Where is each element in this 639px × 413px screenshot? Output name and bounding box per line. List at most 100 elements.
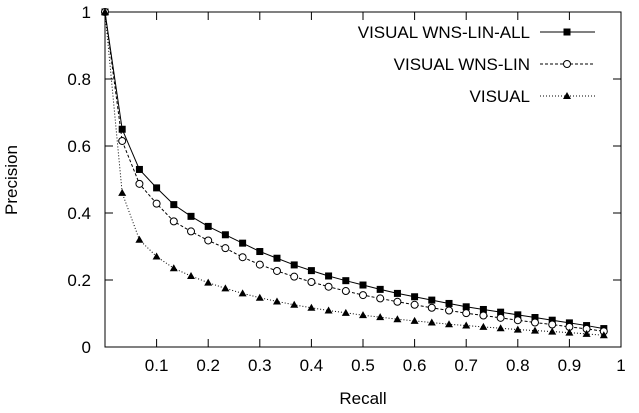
x-tick-label: 0.5 <box>351 356 375 375</box>
legend-marker <box>563 28 571 36</box>
data-point <box>445 299 453 307</box>
y-tick-label: 0.6 <box>67 137 91 156</box>
data-point <box>324 306 333 314</box>
legend-label: VISUAL <box>470 87 530 106</box>
data-point <box>239 239 247 247</box>
legend: VISUAL WNS-LIN-ALL VISUAL WNS-LIN VISUAL <box>358 23 595 106</box>
series-0 <box>101 8 608 333</box>
x-tick-label: 1 <box>616 356 625 375</box>
data-point <box>565 328 574 336</box>
y-tick-label: 0.8 <box>67 70 91 89</box>
data-point <box>204 222 212 230</box>
data-point <box>462 303 470 311</box>
data-point <box>255 293 264 301</box>
y-tick-label: 0.4 <box>67 204 91 223</box>
data-point <box>118 188 127 196</box>
legend-item: VISUAL WNS-LIN-ALL <box>358 23 595 42</box>
data-point <box>479 322 488 330</box>
data-point <box>513 325 522 333</box>
x-tick-label: 0.2 <box>196 356 220 375</box>
data-point <box>411 293 419 301</box>
data-point <box>187 212 195 220</box>
x-tick-label: 0.7 <box>454 356 478 375</box>
data-point <box>393 315 402 323</box>
data-point <box>359 281 367 289</box>
data-point <box>169 217 178 226</box>
data-point <box>118 125 126 133</box>
legend-item: VISUAL WNS-LIN <box>394 55 595 74</box>
data-point <box>135 165 143 173</box>
data-point <box>428 296 436 304</box>
y-tick-label: 0 <box>82 338 91 357</box>
series-1 <box>101 8 608 336</box>
data-point <box>410 316 419 324</box>
data-point <box>307 303 316 311</box>
x-tick-label: 0.6 <box>403 356 427 375</box>
data-point <box>255 260 264 269</box>
data-point <box>548 320 557 329</box>
data-point <box>290 272 299 281</box>
series-line <box>104 11 604 336</box>
data-point <box>153 184 161 192</box>
data-point <box>152 199 161 208</box>
data-point <box>187 271 196 279</box>
y-tick-label: 1 <box>82 3 91 22</box>
data-point <box>531 314 539 322</box>
series-2 <box>101 8 608 339</box>
data-point <box>152 252 161 260</box>
data-point <box>530 318 539 327</box>
data-point <box>273 254 281 262</box>
x-axis-title: Recall <box>339 389 386 408</box>
x-tick-label: 0.1 <box>145 356 169 375</box>
x-tick-label: 0.3 <box>248 356 272 375</box>
data-point <box>530 326 539 334</box>
data-point <box>135 235 144 243</box>
data-point <box>359 311 367 319</box>
y-tick-label: 0.2 <box>67 271 91 290</box>
data-point <box>324 282 333 291</box>
x-tick-label: 0.8 <box>506 356 530 375</box>
data-point <box>221 244 230 253</box>
data-point <box>101 8 109 15</box>
data-point <box>496 324 505 332</box>
data-point <box>135 179 144 188</box>
data-point <box>514 311 522 319</box>
data-point <box>410 300 419 309</box>
data-point <box>187 227 196 236</box>
data-point <box>479 311 488 320</box>
data-point <box>169 264 178 272</box>
data-point <box>496 313 505 322</box>
legend-marker <box>563 60 571 68</box>
data-point <box>118 136 127 145</box>
data-point <box>204 236 213 245</box>
data-point <box>376 294 385 303</box>
data-point <box>238 253 247 262</box>
data-point <box>445 320 454 328</box>
data-point <box>290 261 298 269</box>
legend-marker <box>563 92 571 99</box>
data-point <box>256 248 264 256</box>
data-point <box>513 316 522 325</box>
data-point <box>341 287 350 296</box>
data-point <box>599 331 608 339</box>
data-point <box>479 305 487 313</box>
data-point <box>341 308 350 316</box>
data-point <box>272 297 281 305</box>
data-point <box>238 289 247 297</box>
legend-label: VISUAL WNS-LIN <box>394 55 530 74</box>
x-tick-label: 0.4 <box>300 356 324 375</box>
data-point <box>548 327 557 335</box>
legend-label: VISUAL WNS-LIN-ALL <box>358 23 530 42</box>
data-point <box>497 308 505 316</box>
data-series <box>101 8 608 339</box>
data-point <box>582 329 591 337</box>
data-point <box>307 278 316 287</box>
data-point <box>221 284 230 292</box>
data-point <box>359 291 367 300</box>
x-tick-label: 0.9 <box>558 356 582 375</box>
data-point <box>427 303 436 312</box>
data-point <box>307 267 315 275</box>
data-point <box>427 318 436 326</box>
data-point <box>445 306 454 315</box>
data-point <box>393 289 401 297</box>
